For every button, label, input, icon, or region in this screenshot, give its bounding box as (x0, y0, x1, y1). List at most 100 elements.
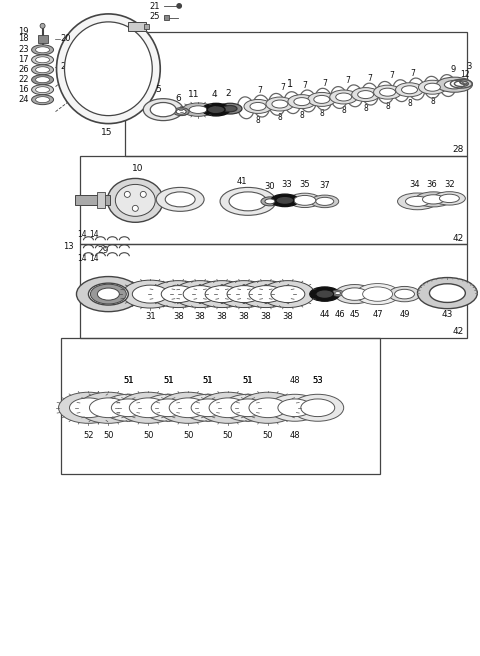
Ellipse shape (294, 98, 310, 106)
Text: 34: 34 (409, 180, 420, 189)
Text: 7: 7 (345, 76, 350, 85)
Ellipse shape (271, 285, 305, 302)
Text: 30: 30 (264, 182, 275, 191)
Text: 51: 51 (123, 377, 133, 385)
Ellipse shape (97, 288, 120, 300)
Ellipse shape (265, 199, 275, 204)
Text: 45: 45 (349, 310, 360, 319)
Text: 12: 12 (461, 70, 470, 79)
Text: 16: 16 (18, 85, 29, 94)
Ellipse shape (288, 94, 316, 109)
Ellipse shape (352, 88, 380, 102)
Text: 38: 38 (261, 312, 271, 321)
Ellipse shape (173, 281, 227, 308)
Text: 25: 25 (149, 12, 159, 22)
Ellipse shape (406, 196, 430, 207)
Text: 51: 51 (163, 377, 173, 385)
Ellipse shape (424, 83, 441, 91)
Circle shape (132, 205, 138, 211)
Text: 43: 43 (442, 310, 453, 319)
Ellipse shape (335, 285, 374, 304)
Text: 44: 44 (320, 310, 330, 319)
Text: 29: 29 (98, 246, 109, 255)
Text: 42: 42 (452, 327, 463, 337)
Ellipse shape (418, 277, 477, 309)
Ellipse shape (150, 102, 176, 117)
Ellipse shape (289, 193, 321, 207)
Ellipse shape (108, 178, 163, 222)
Text: 47: 47 (372, 310, 383, 319)
Ellipse shape (397, 193, 437, 210)
Ellipse shape (115, 184, 155, 216)
Ellipse shape (358, 91, 373, 98)
Ellipse shape (316, 290, 334, 298)
Ellipse shape (209, 398, 247, 418)
Text: 8: 8 (255, 116, 260, 125)
Ellipse shape (278, 399, 312, 417)
Bar (144, 24, 149, 29)
Text: 23: 23 (18, 45, 29, 54)
Circle shape (177, 4, 181, 8)
Text: 14: 14 (90, 230, 99, 239)
Ellipse shape (244, 100, 272, 113)
Text: 46: 46 (335, 310, 345, 319)
Text: 7: 7 (302, 81, 307, 90)
Text: 18: 18 (18, 34, 29, 43)
Text: 36: 36 (426, 180, 437, 189)
Ellipse shape (373, 85, 402, 99)
Ellipse shape (129, 398, 167, 418)
Text: 52: 52 (83, 431, 94, 440)
Bar (75, 195, 110, 205)
Bar (37, 35, 48, 43)
Ellipse shape (183, 285, 217, 302)
Ellipse shape (229, 192, 267, 211)
Text: 32: 32 (444, 180, 455, 189)
Text: 53: 53 (312, 377, 323, 385)
Ellipse shape (132, 285, 168, 303)
Ellipse shape (32, 85, 54, 94)
Ellipse shape (332, 290, 344, 296)
Bar (128, 22, 146, 31)
Ellipse shape (36, 77, 49, 83)
Text: 38: 38 (216, 312, 228, 321)
Text: 1: 1 (287, 79, 293, 89)
Text: 48: 48 (289, 431, 300, 440)
Ellipse shape (363, 287, 393, 301)
Ellipse shape (218, 103, 242, 114)
Ellipse shape (380, 88, 396, 96)
Ellipse shape (430, 284, 465, 302)
Ellipse shape (122, 280, 178, 308)
Ellipse shape (336, 93, 352, 101)
Ellipse shape (222, 394, 274, 421)
Text: 7: 7 (367, 73, 372, 83)
Ellipse shape (119, 392, 178, 423)
Text: 38: 38 (195, 312, 205, 321)
Ellipse shape (78, 392, 138, 423)
Circle shape (124, 192, 130, 197)
Ellipse shape (416, 192, 451, 207)
Ellipse shape (70, 398, 108, 418)
Ellipse shape (111, 399, 145, 417)
Ellipse shape (36, 47, 49, 52)
Ellipse shape (151, 281, 205, 308)
Bar (97, 192, 106, 209)
Ellipse shape (59, 392, 119, 423)
Text: 14: 14 (90, 254, 99, 262)
Text: 51: 51 (243, 377, 253, 385)
Text: 51: 51 (123, 377, 133, 385)
Text: 7: 7 (389, 72, 394, 80)
Ellipse shape (220, 188, 276, 215)
Ellipse shape (419, 80, 446, 94)
Ellipse shape (198, 392, 258, 423)
Text: 7: 7 (410, 69, 415, 78)
Text: 53: 53 (312, 377, 323, 385)
Ellipse shape (301, 399, 335, 417)
Ellipse shape (261, 197, 279, 206)
Ellipse shape (205, 285, 239, 302)
Ellipse shape (169, 398, 207, 418)
Text: 15: 15 (101, 128, 112, 137)
Ellipse shape (239, 281, 293, 308)
Ellipse shape (330, 90, 358, 104)
Text: 38: 38 (239, 312, 250, 321)
Ellipse shape (266, 97, 294, 111)
